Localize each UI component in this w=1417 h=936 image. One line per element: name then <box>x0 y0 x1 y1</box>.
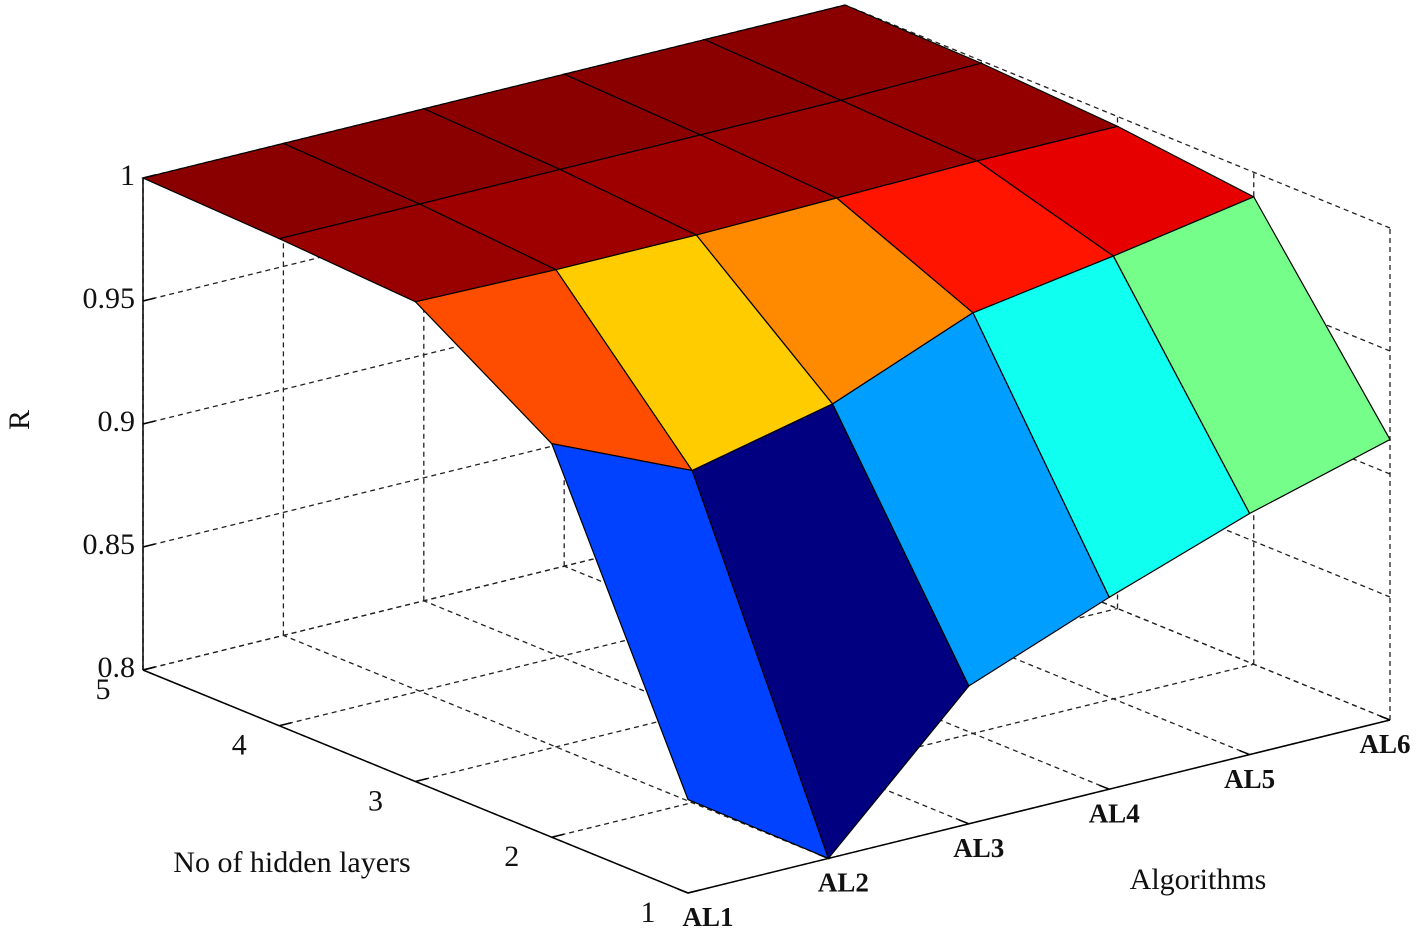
grid-line <box>283 634 829 860</box>
x-tick <box>1239 749 1250 756</box>
x-tick <box>958 819 970 825</box>
x-tick <box>677 888 689 894</box>
x-tick-label: AL1 <box>682 902 733 932</box>
grid-line <box>142 496 846 671</box>
grid-line <box>142 373 846 548</box>
surface <box>141 4 1391 860</box>
y-tick <box>415 777 428 783</box>
z-tick-label: 0.9 <box>98 405 136 438</box>
y-tick-label: 5 <box>96 673 111 706</box>
x-axis-label: Algorithms <box>1130 863 1267 896</box>
surface-face <box>550 442 830 860</box>
y-tick-label: 4 <box>232 729 247 762</box>
y-tick-label: 2 <box>504 840 519 873</box>
z-tick-label: 0.95 <box>83 282 136 315</box>
x-tick-label: AL6 <box>1359 729 1410 759</box>
z-tick-label: 0.85 <box>83 528 136 561</box>
z-tick <box>142 174 156 179</box>
x-tick <box>1379 715 1391 721</box>
z-tick-label: 0.8 <box>98 651 136 684</box>
y-tick-label: 1 <box>641 896 656 929</box>
x-tick-label: AL3 <box>953 833 1004 863</box>
y-tick-label: 3 <box>368 784 383 817</box>
grid-line <box>844 4 1391 229</box>
x-tick-label: AL4 <box>1089 798 1140 828</box>
y-tick <box>279 722 292 727</box>
y-tick <box>687 889 701 894</box>
z-tick <box>142 420 156 425</box>
grid-line <box>423 600 970 825</box>
z-axis-label: R <box>3 410 36 430</box>
y-tick <box>551 833 564 838</box>
z-tick <box>142 543 156 548</box>
y-tick <box>142 666 156 671</box>
x-tick-label: AL5 <box>1224 764 1275 794</box>
x-tick <box>818 853 829 860</box>
y-axis-label: No of hidden layers <box>173 846 410 879</box>
z-tick-label: 1 <box>120 159 135 192</box>
x-axis <box>687 719 1391 894</box>
x-tick <box>1098 784 1110 790</box>
z-tick <box>142 297 156 302</box>
axes: 0.8 0.85 0.9 0.95 1 1 2 3 4 5 AL1 AL2 AL3 AL4 AL5 AL6 <box>83 159 1411 932</box>
x-tick-label: AL2 <box>818 868 869 898</box>
